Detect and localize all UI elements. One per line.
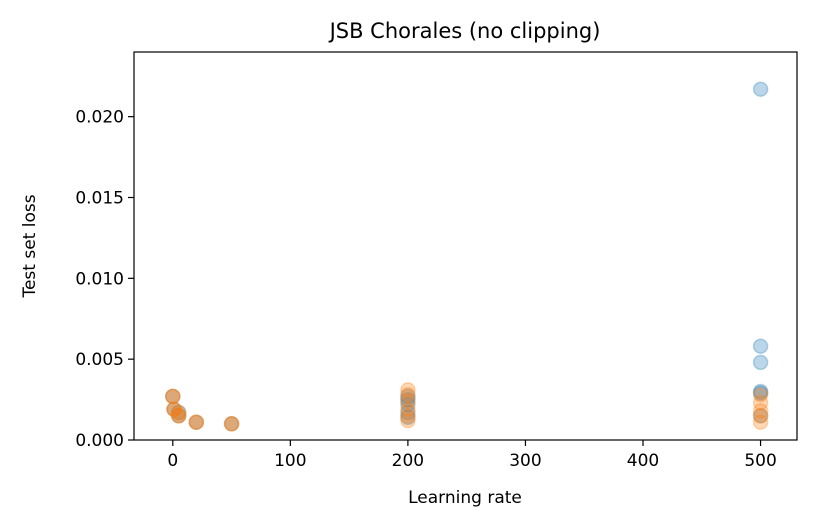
scatter-point-s1-18 — [752, 395, 769, 411]
x-tick-label: 0 — [167, 451, 178, 471]
y-tick-label: 0.010 — [75, 269, 124, 289]
plot-frame — [133, 51, 798, 441]
scatter-point-s1-16 — [400, 412, 416, 429]
scatter-point-s0-6 — [400, 388, 416, 405]
x-tick-label: 100 — [274, 451, 306, 471]
x-tick-label: 200 — [392, 451, 424, 471]
scatter-point-s1-10 — [223, 416, 240, 432]
scatter-point-s0-5 — [223, 416, 240, 432]
scatter-point-s1-2 — [166, 401, 182, 418]
scatter-point-s1-21 — [752, 414, 769, 430]
scatter-point-s1-0 — [165, 388, 181, 405]
x-tick-label: 500 — [744, 451, 776, 471]
scatter-point-s1-14 — [400, 401, 416, 418]
y-tick-label: 0.015 — [75, 189, 124, 209]
scatter-point-s0-3 — [170, 408, 187, 424]
scatter-point-s0-1 — [166, 401, 182, 418]
x-tick-label: 300 — [509, 451, 541, 471]
chart-title: JSB Chorales (no clipping) — [328, 19, 601, 43]
scatter-point-s0-15 — [752, 385, 769, 401]
scatter-point-s0-0 — [165, 388, 181, 405]
y-tick-label: 0.020 — [75, 108, 124, 128]
scatter-point-s1-4 — [170, 404, 187, 421]
points-layer — [165, 81, 769, 432]
scatter-point-s0-9 — [400, 404, 416, 421]
scatter-point-s0-2 — [170, 404, 187, 421]
scatter-point-s1-13 — [400, 393, 416, 409]
scatter-point-s0-4 — [188, 414, 205, 430]
scatter-point-s1-8 — [188, 414, 205, 430]
y-axis-ticks: 0.000 0.005 0.010 0.015 0.020 — [75, 108, 134, 451]
scatter-point-s1-15 — [400, 408, 416, 424]
scatter-point-s1-3 — [166, 401, 182, 418]
scatter-point-s0-13 — [752, 354, 769, 371]
x-tick-label: 400 — [627, 451, 659, 471]
scatter-point-s1-11 — [400, 382, 416, 398]
scatter-point-s1-20 — [752, 408, 769, 424]
scatter-point-s1-6 — [170, 408, 187, 424]
scatter-point-s0-10 — [400, 409, 416, 426]
y-tick-label: 0.005 — [75, 350, 124, 370]
scatter-point-s0-12 — [752, 338, 769, 354]
scatter-point-s1-5 — [170, 408, 187, 424]
scatter-point-s1-9 — [223, 416, 240, 432]
scatter-point-s1-17 — [752, 386, 769, 403]
scatter-point-s1-1 — [165, 388, 181, 405]
scatter-point-s1-19 — [752, 403, 769, 419]
scatter-point-s1-7 — [188, 414, 205, 430]
x-axis-ticks: 0 100 200 300 400 500 — [167, 440, 777, 471]
scatter-point-s1-12 — [400, 386, 416, 403]
y-tick-label: 0.000 — [75, 431, 124, 451]
scatter-point-s0-14 — [752, 383, 769, 400]
scatter-point-s0-11 — [752, 81, 769, 97]
y-axis-label: Test set loss — [20, 194, 40, 298]
x-axis-label: Learning rate — [408, 488, 522, 508]
scatter-point-s0-7 — [400, 391, 416, 408]
scatter-point-s0-8 — [400, 396, 416, 413]
scatter-point-s0-16 — [752, 408, 769, 424]
